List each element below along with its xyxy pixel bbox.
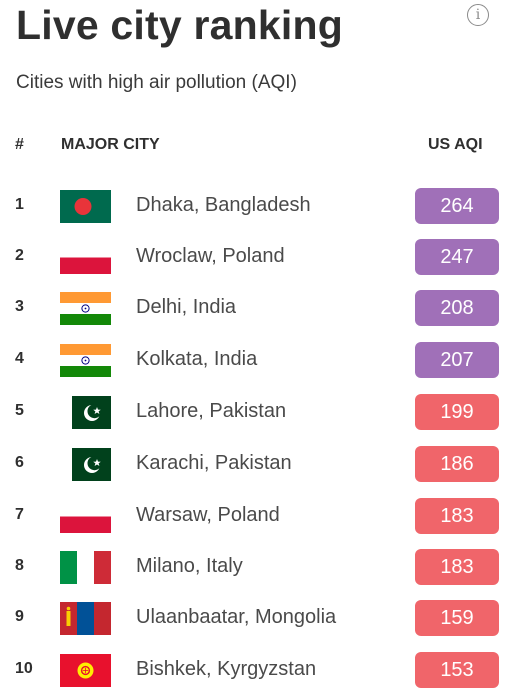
bangladesh-flag-icon xyxy=(60,190,111,223)
city-column-header: MAJOR CITY xyxy=(61,136,160,153)
rank-number: 5 xyxy=(15,402,24,419)
aqi-badge: 183 xyxy=(415,549,499,585)
pakistan-flag-icon xyxy=(60,448,111,481)
table-header: # MAJOR CITY US AQI xyxy=(0,136,519,156)
table-row[interactable]: 9 Ulaanbaatar, Mongolia 159 xyxy=(0,598,519,638)
pakistan-flag-icon xyxy=(60,396,111,429)
rank-number: 8 xyxy=(15,557,24,574)
rank-number: 7 xyxy=(15,506,24,523)
rank-number: 6 xyxy=(15,454,24,471)
rank-number: 9 xyxy=(15,608,24,625)
table-row[interactable]: 4 Kolkata, India 207 xyxy=(0,340,519,380)
city-name-link[interactable]: Ulaanbaatar, Mongolia xyxy=(136,606,337,628)
aqi-badge: 208 xyxy=(415,290,499,326)
aqi-badge: 159 xyxy=(415,600,499,636)
aqi-badge: 183 xyxy=(415,498,499,534)
rank-number: 3 xyxy=(15,298,24,315)
rank-number: 4 xyxy=(15,350,24,367)
page-subtitle: Cities with high air pollution (AQI) xyxy=(16,72,297,93)
city-name-link[interactable]: Warsaw, Poland xyxy=(136,504,280,526)
rank-number: 10 xyxy=(15,660,33,677)
city-name-link[interactable]: Wroclaw, Poland xyxy=(136,245,285,267)
aqi-badge: 199 xyxy=(415,394,499,430)
table-row[interactable]: 7 Warsaw, Poland 183 xyxy=(0,496,519,536)
table-row[interactable]: 3 Delhi, India 208 xyxy=(0,288,519,328)
italy-flag-icon xyxy=(60,551,111,584)
city-name-link[interactable]: Bishkek, Kyrgyzstan xyxy=(136,658,317,680)
city-name-link[interactable]: Kolkata, India xyxy=(136,348,258,370)
kyrgyzstan-flag-icon xyxy=(60,654,111,687)
india-flag-icon xyxy=(60,292,111,325)
table-row[interactable]: 6 Karachi, Pakistan 186 xyxy=(0,444,519,484)
aqi-badge: 153 xyxy=(415,652,499,688)
city-name-link[interactable]: Milano, Italy xyxy=(136,555,243,577)
page-title: Live city ranking xyxy=(16,2,343,48)
city-name-link[interactable]: Karachi, Pakistan xyxy=(136,452,292,474)
table-row[interactable]: 2 Wroclaw, Poland 247 xyxy=(0,237,519,277)
table-row[interactable]: 5 Lahore, Pakistan 199 xyxy=(0,392,519,432)
aqi-badge: 247 xyxy=(415,239,499,275)
table-row[interactable]: 1 Dhaka, Bangladesh 264 xyxy=(0,186,519,226)
table-row[interactable]: 8 Milano, Italy 183 xyxy=(0,547,519,587)
table-row[interactable]: 10 Bishkek, Kyrgyzstan 153 xyxy=(0,650,519,690)
india-flag-icon xyxy=(60,344,111,377)
aqi-badge: 264 xyxy=(415,188,499,224)
city-name-link[interactable]: Delhi, India xyxy=(136,296,237,318)
rank-number: 2 xyxy=(15,247,24,264)
poland-flag-icon xyxy=(60,500,111,533)
aqi-badge: 207 xyxy=(415,342,499,378)
aqi-column-header: US AQI xyxy=(428,136,483,153)
city-name-link[interactable]: Lahore, Pakistan xyxy=(136,400,287,422)
info-icon[interactable]: i xyxy=(467,4,489,26)
mongolia-flag-icon xyxy=(60,602,111,635)
rank-column-header: # xyxy=(15,136,24,153)
poland-flag-icon xyxy=(60,241,111,274)
rank-number: 1 xyxy=(15,196,24,213)
city-name-link[interactable]: Dhaka, Bangladesh xyxy=(136,194,311,216)
aqi-badge: 186 xyxy=(415,446,499,482)
